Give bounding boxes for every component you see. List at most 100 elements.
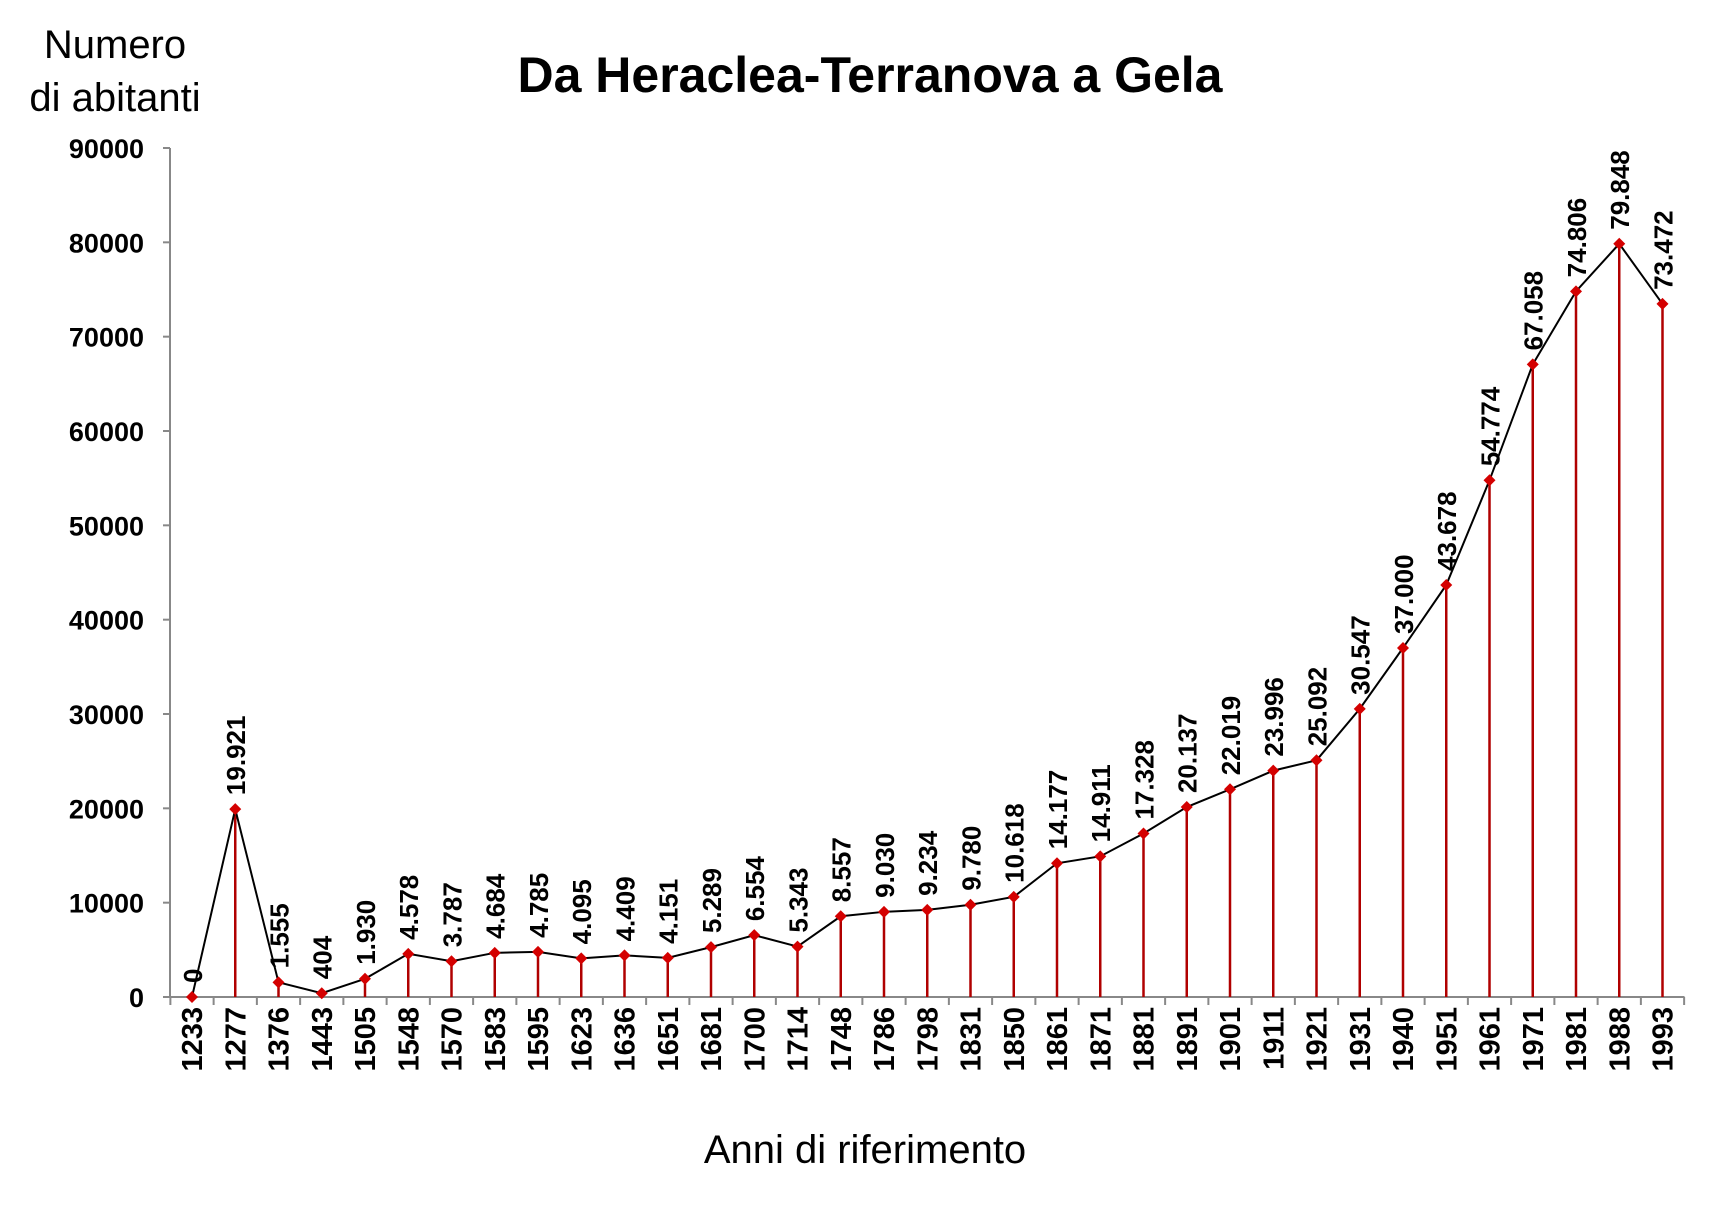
data-label: 3.787 [438,882,468,947]
data-label: 17.328 [1130,740,1160,820]
y-tick-label: 40000 [69,606,144,636]
x-tick-label: 1951 [1431,1007,1463,1072]
x-tick-label: 1931 [1345,1007,1377,1072]
data-label: 25.092 [1303,667,1333,747]
x-tick-label: 1636 [610,1007,642,1072]
x-tick-label: 1277 [220,1007,252,1072]
x-tick-label: 1376 [264,1007,296,1072]
data-label: 4.095 [567,879,597,944]
y-axis-label-line1: Numero [44,23,186,67]
y-tick-label: 20000 [69,794,144,824]
data-label: 19.921 [221,716,251,796]
data-point [488,946,501,959]
data-point [964,898,977,911]
y-tick-label: 60000 [69,417,144,447]
data-label: 14.177 [1043,770,1073,850]
x-tick-label: 1993 [1648,1007,1680,1072]
data-label: 73.472 [1649,210,1679,290]
data-label: 10.618 [1000,803,1030,883]
data-label: 404 [308,935,338,979]
x-tick-label: 1570 [437,1007,469,1072]
x-tick-label: 1798 [912,1007,944,1072]
data-label: 54.774 [1476,386,1506,466]
data-point [1613,237,1626,250]
y-axis-label-line2: di abitanti [29,76,200,120]
y-tick-label: 0 [129,983,144,1013]
data-point [1310,754,1323,767]
x-tick-label: 1850 [999,1007,1031,1072]
x-tick-label: 1233 [177,1007,209,1072]
x-axis-label: Anni di riferimento [704,1128,1026,1172]
data-point [1570,285,1582,298]
data-label: 6.554 [740,856,770,922]
data-point [445,955,458,968]
x-tick-label: 1548 [393,1007,425,1072]
x-tick-label: 1881 [1129,1007,1161,1072]
x-tick-label: 1748 [826,1007,858,1072]
data-point [1440,578,1453,591]
x-tick-label: 1971 [1518,1007,1550,1072]
data-point [1397,641,1409,654]
x-tick-label: 1911 [1258,1007,1290,1070]
data-label: 4.151 [654,879,684,944]
x-tick-label: 1786 [869,1007,901,1072]
x-tick-label: 1681 [696,1007,728,1072]
x-tick-label: 1714 [783,1007,815,1072]
x-tick-label: 1623 [566,1007,598,1072]
data-point [1224,783,1236,796]
data-point [186,991,198,1003]
data-point [229,803,242,816]
data-point [1267,764,1280,777]
data-point [748,929,761,942]
data-point [1353,702,1366,715]
x-tick-label: 1443 [307,1007,339,1072]
data-label: 23.996 [1259,677,1289,757]
data-label: 79.848 [1605,150,1635,230]
data-label: 0 [178,969,208,983]
data-point [1526,358,1539,371]
data-point [705,941,717,954]
data-point [1094,850,1107,863]
data-point [272,976,285,989]
data-label: 5.289 [697,868,727,933]
data-label: 22.019 [1216,696,1246,776]
x-tick-label: 1651 [653,1007,685,1072]
data-point [1656,297,1669,310]
data-label: 1.930 [351,900,381,965]
x-tick-label: 1831 [956,1007,988,1072]
x-tick-label: 1961 [1475,1007,1507,1072]
data-point [532,945,544,958]
data-label: 9.234 [913,830,943,896]
data-point [921,903,934,916]
data-point [791,940,804,953]
x-tick-label: 1861 [1042,1007,1074,1072]
data-label: 20.137 [1173,714,1203,794]
y-tick-label: 30000 [69,700,144,730]
data-label: 4.578 [394,875,424,940]
x-tick-label: 1700 [739,1007,771,1072]
y-tick-label: 90000 [69,134,144,164]
data-label: 8.557 [827,837,857,902]
data-label: 30.547 [1346,615,1376,695]
data-point [402,947,415,960]
x-tick-label: 1583 [480,1007,512,1072]
data-point [315,987,328,1000]
y-tick-label: 80000 [69,228,144,258]
data-label: 9.780 [957,826,987,891]
y-tick-label: 10000 [69,889,144,919]
data-label: 1.555 [265,903,295,968]
data-point [1051,857,1063,870]
data-point [1137,827,1150,840]
data-point [359,972,371,985]
data-label: 4.684 [481,873,511,939]
data-label: 5.343 [784,868,814,933]
data-point [1483,474,1496,487]
data-point [575,952,588,965]
data-label: 14.911 [1086,764,1116,842]
x-tick-label: 1891 [1172,1007,1204,1072]
data-label: 43.678 [1432,491,1462,571]
data-point [1180,801,1193,814]
x-tick-label: 1940 [1388,1007,1420,1072]
